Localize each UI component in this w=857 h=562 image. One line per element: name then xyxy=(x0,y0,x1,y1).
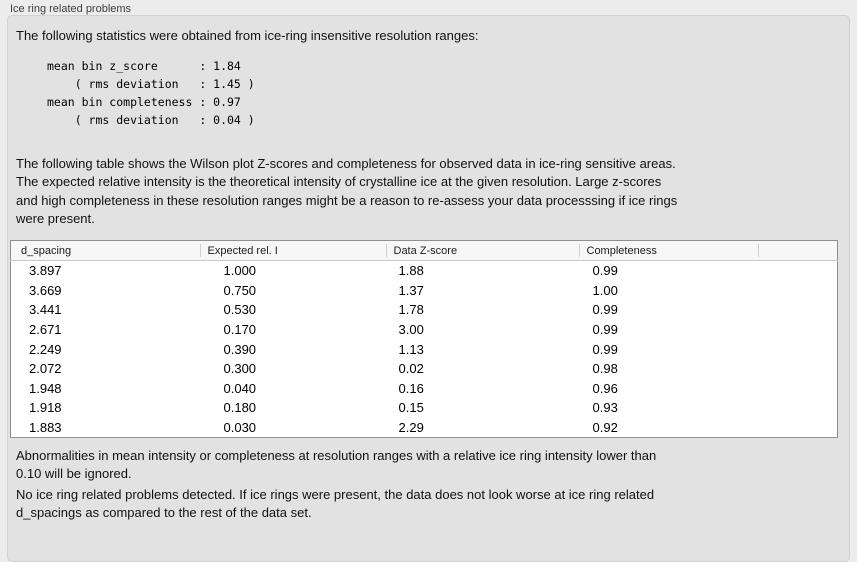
table-header-empty xyxy=(757,240,838,261)
table-row[interactable]: 2.671 0.170 3.00 0.99 xyxy=(11,320,838,340)
table-cell-empty xyxy=(758,418,838,438)
table-cell: 1.13 xyxy=(398,341,424,357)
table-cell-empty xyxy=(758,379,838,399)
table-cell: 1.918 xyxy=(29,400,62,416)
table-cell: 2.671 xyxy=(29,322,62,338)
table-cell-empty xyxy=(758,339,838,359)
table-cell: 0.170 xyxy=(223,322,257,338)
table-cell: 3.00 xyxy=(398,322,424,338)
ice-ring-table: d_spacing Expected rel. I Data Z-score Comp… xyxy=(10,240,838,439)
table-cell: 0.300 xyxy=(223,361,257,377)
table-cell: 0.040 xyxy=(223,380,257,396)
table-cell: 1.883 xyxy=(29,420,62,436)
table-header-expected-rel-i[interactable]: Expected rel. I xyxy=(199,240,386,261)
table-row[interactable]: 2.072 0.300 0.02 0.98 xyxy=(11,359,838,379)
stats-intro-text: The following statistics were obtained f… xyxy=(16,28,479,43)
table-cell: 3.897 xyxy=(29,263,62,279)
table-cell: 0.93 xyxy=(592,400,618,416)
conclusion-text: No ice ring related problems detected. I… xyxy=(16,487,655,521)
table-cell: 1.37 xyxy=(398,282,424,298)
table-row[interactable]: 2.249 0.390 1.13 0.99 xyxy=(11,339,838,359)
table-description-text: The following table shows the Wilson plo… xyxy=(16,156,678,227)
table-cell: 0.98 xyxy=(592,361,618,377)
stats-values-block: mean bin z_score : 1.84 ( rms deviation … xyxy=(47,59,255,127)
table-cell-empty xyxy=(758,359,838,379)
table-header-row: d_spacing Expected rel. I Data Z-score Comp… xyxy=(10,240,838,261)
table-cell: 0.92 xyxy=(592,420,618,436)
table-cell: 0.030 xyxy=(223,420,257,436)
table-cell-empty xyxy=(758,300,838,320)
table-cell-empty xyxy=(758,398,838,418)
table-cell: 0.180 xyxy=(223,400,257,416)
table-row[interactable]: 1.948 0.040 0.16 0.96 xyxy=(11,379,838,399)
table-cell: 1.78 xyxy=(398,302,424,318)
table-cell: 0.99 xyxy=(592,341,618,357)
table-cell: 0.15 xyxy=(398,400,424,416)
table-cell: 0.390 xyxy=(223,341,257,357)
ice-ring-data-table: d_spacing Expected rel. I Data Z-score Comp… xyxy=(10,240,838,439)
table-cell: 0.99 xyxy=(592,322,618,338)
table-row[interactable]: 1.883 0.030 2.29 0.92 xyxy=(11,418,838,438)
table-row[interactable]: 3.441 0.530 1.78 0.99 xyxy=(11,300,838,320)
table-cell: 2.249 xyxy=(29,341,62,357)
table-cell-empty xyxy=(758,281,838,301)
table-cell: 0.530 xyxy=(223,302,257,318)
table-cell: 1.00 xyxy=(592,282,618,298)
group-box-title: Ice ring related problems xyxy=(10,3,132,15)
table-cell: 1.000 xyxy=(223,263,257,279)
ignore-note-text: Abnormalities in mean intensity or compl… xyxy=(16,448,657,482)
table-cell: 0.750 xyxy=(223,282,257,298)
table-cell: 1.88 xyxy=(398,263,424,279)
table-cell: 3.669 xyxy=(29,282,62,298)
table-row[interactable]: 3.669 0.750 1.37 1.00 xyxy=(11,281,838,301)
table-cell-empty xyxy=(758,261,838,281)
table-cell-empty xyxy=(758,320,838,340)
table-cell: 0.16 xyxy=(398,380,424,396)
table-header-d-spacing[interactable]: d_spacing xyxy=(10,240,200,261)
table-cell: 3.441 xyxy=(29,302,62,318)
table-cell: 1.948 xyxy=(29,380,62,396)
table-row[interactable]: 3.897 1.000 1.88 0.99 xyxy=(11,261,838,281)
table-row[interactable]: 1.918 0.180 0.15 0.93 xyxy=(11,398,838,418)
table-body: 3.897 1.000 1.88 0.99 3.669 0.750 1.37 1.00 3.44… xyxy=(11,261,838,438)
table-cell: 0.99 xyxy=(592,302,618,318)
table-cell: 2.072 xyxy=(29,361,62,377)
table-cell: 0.99 xyxy=(592,263,618,279)
table-cell: 0.02 xyxy=(398,361,424,377)
table-header-data-z-score[interactable]: Data Z-score xyxy=(385,240,579,261)
table-cell: 2.29 xyxy=(398,420,424,436)
table-header-completeness[interactable]: Completeness xyxy=(578,240,758,261)
table-cell: 0.96 xyxy=(592,380,618,396)
